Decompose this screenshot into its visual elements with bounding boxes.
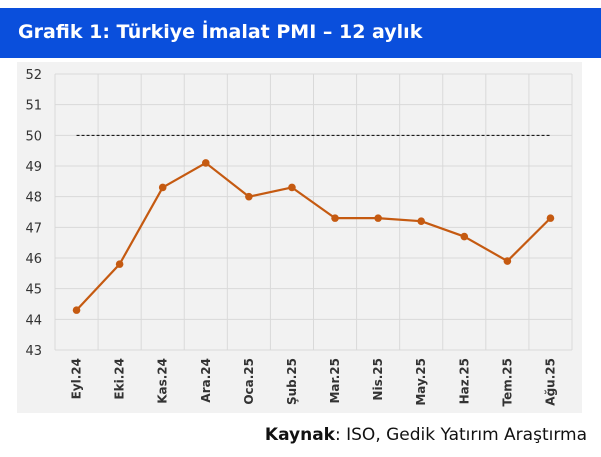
x-tick-label: Kas.24 <box>156 358 170 404</box>
x-tick-label: Eki.24 <box>113 358 127 400</box>
y-tick-label: 52 <box>25 68 42 83</box>
source-note: Kaynak: ISO, Gedik Yatırım Araştırma <box>265 425 587 445</box>
y-tick-label: 49 <box>25 160 42 175</box>
data-point <box>460 232 469 241</box>
y-tick-label: 47 <box>25 221 42 236</box>
data-point <box>288 183 296 192</box>
y-tick-label: 46 <box>25 252 42 267</box>
series-points <box>72 159 555 314</box>
data-point <box>72 306 81 314</box>
chart-title-bar: Grafik 1: Türkiye İmalat PMI – 12 aylık <box>0 8 601 58</box>
data-point <box>374 214 382 222</box>
series-line <box>75 161 552 311</box>
data-point <box>503 257 512 265</box>
data-point <box>245 192 253 201</box>
y-tick-label: 51 <box>25 99 42 114</box>
x-tick-label: Oca.25 <box>242 358 256 405</box>
y-tick-labels: 43 44 45 46 47 48 49 50 51 52 <box>25 68 42 359</box>
chart-title: Grafik 1: Türkiye İmalat PMI – 12 aylık <box>18 21 423 43</box>
data-point <box>158 183 167 192</box>
y-tick-label: 45 <box>25 283 42 298</box>
x-tick-label: Nis.25 <box>371 358 385 401</box>
y-tick-label: 50 <box>25 129 42 144</box>
x-tick-label: Ağu.25 <box>543 358 557 406</box>
y-tick-label: 43 <box>25 344 42 359</box>
data-point <box>546 214 555 222</box>
y-tick-label: 44 <box>25 313 42 328</box>
y-tick-label: 48 <box>25 191 42 206</box>
x-tick-label: May.25 <box>414 358 428 406</box>
data-point <box>331 214 339 222</box>
data-point <box>201 159 210 167</box>
x-tick-label: Haz.25 <box>457 358 471 404</box>
x-tick-label: Şub.25 <box>285 358 299 405</box>
data-point <box>417 217 426 225</box>
grid-lines <box>54 73 573 351</box>
x-tick-label: Eyl.24 <box>70 358 84 399</box>
x-tick-label: Tem.25 <box>500 358 514 407</box>
data-point <box>115 260 124 268</box>
x-tick-label: Mar.25 <box>328 358 342 404</box>
chart-area <box>17 62 582 413</box>
series-line-group <box>75 161 552 311</box>
x-tick-label: Ara.24 <box>199 358 213 403</box>
source-label: Kaynak <box>264 425 335 445</box>
x-tick-labels: Eyl.24 Eki.24 Kas.24 Ara.24 Oca.25 Şub.25 Mar.… <box>70 358 558 407</box>
source-text: : ISO, Gedik Yatırım Araştırma <box>335 425 587 445</box>
